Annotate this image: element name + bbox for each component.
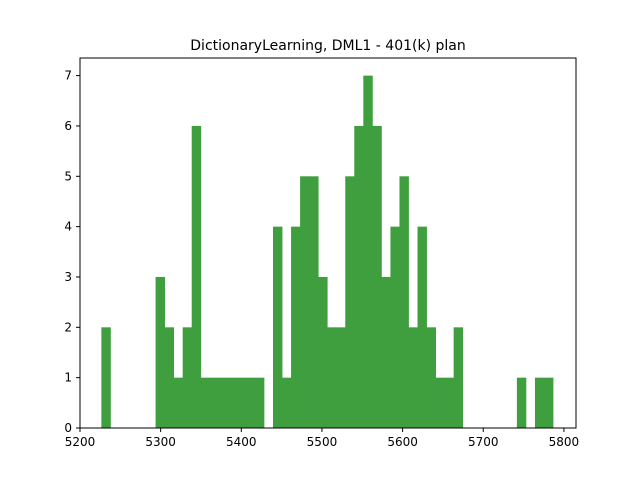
histogram-bar-11 — [236, 377, 247, 428]
histogram-bar-5 — [182, 327, 193, 428]
histogram-bar-26 — [381, 276, 391, 428]
y-tick-label: 6 — [64, 119, 72, 133]
histogram-bar-16 — [291, 226, 301, 428]
y-tick-label: 1 — [64, 371, 72, 385]
y-tick-label: 7 — [64, 69, 72, 83]
x-axis: 5200 5300 5400 5500 5600 5700 5800 — [65, 428, 579, 449]
histogram-bar-37 — [543, 377, 554, 428]
histogram-bar-24 — [363, 75, 373, 429]
histogram-bar-12 — [245, 377, 256, 428]
histogram-bar-1 — [101, 327, 111, 428]
histogram-bar-35 — [516, 377, 527, 428]
histogram-bar-10 — [227, 377, 238, 428]
histogram-bar-22 — [345, 176, 355, 428]
y-axis: 0 1 2 3 4 5 6 7 — [64, 69, 80, 435]
histogram-bar-34 — [453, 327, 464, 428]
chart-title: DictionaryLearning, DML1 - 401(k) plan — [190, 38, 465, 54]
histogram-bar-15 — [282, 377, 292, 428]
histogram-bar-14 — [273, 226, 283, 428]
histogram-bar-18 — [309, 176, 319, 428]
histogram-bar-32 — [435, 377, 446, 428]
x-tick-label: 5400 — [226, 435, 257, 449]
histogram-bar-13 — [254, 377, 265, 428]
histogram-bar-25 — [372, 125, 382, 429]
histogram-bar-6 — [191, 125, 202, 429]
histogram-bar-28 — [399, 176, 409, 428]
plot-frame — [79, 57, 577, 429]
y-tick-label: 2 — [64, 320, 72, 334]
histogram-bar-4 — [173, 377, 184, 428]
histogram-bar-19 — [318, 276, 328, 428]
histogram-bar-23 — [354, 125, 364, 429]
histogram-bar-2 — [155, 276, 165, 428]
histogram-bar-8 — [209, 377, 220, 428]
y-tick-label: 0 — [64, 421, 72, 435]
histogram-bar-29 — [408, 327, 418, 428]
histogram-bar-27 — [390, 226, 400, 428]
histogram-bar-3 — [164, 327, 175, 428]
histogram-bar-31 — [426, 327, 436, 428]
histogram-bar-33 — [444, 377, 455, 428]
y-tick-label: 5 — [64, 169, 72, 183]
x-tick-label: 5300 — [145, 435, 176, 449]
x-tick-label: 5500 — [307, 435, 338, 449]
x-tick-label: 5200 — [65, 435, 96, 449]
x-tick-label: 5600 — [387, 435, 418, 449]
x-tick-label: 5700 — [468, 435, 499, 449]
histogram-bar-9 — [218, 377, 229, 428]
histogram-bar-17 — [300, 176, 310, 428]
histogram-bar-36 — [534, 377, 545, 428]
histogram-bar-7 — [200, 377, 211, 428]
x-tick-label: 5800 — [549, 435, 580, 449]
histogram-bar-20 — [327, 327, 337, 428]
histogram-bar-30 — [417, 226, 427, 428]
y-tick-label: 4 — [64, 220, 72, 234]
histogram-bar-21 — [336, 327, 346, 428]
y-tick-label: 3 — [64, 270, 72, 284]
histogram-bars — [101, 75, 554, 429]
